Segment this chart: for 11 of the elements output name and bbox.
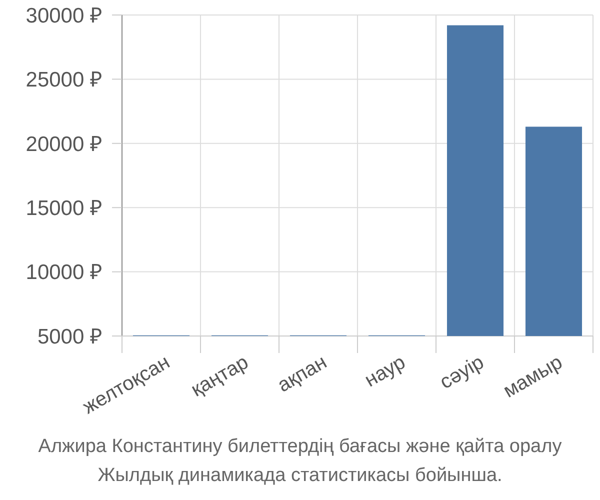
y-tick-label: 10000 ₽	[26, 261, 102, 284]
y-tick-label: 30000 ₽	[26, 4, 102, 28]
x-tick-label: ақпан	[274, 351, 331, 397]
x-tick-label: сәуір	[436, 351, 488, 394]
text: Алжира Константину билеттердің бағасы және қайта оралу	[38, 436, 562, 457]
y-tick-label: 5000 ₽	[37, 325, 102, 348]
y-tick-label: 25000 ₽	[26, 68, 102, 92]
text: Жылдық динамикада статистикасы бойынша.	[98, 465, 502, 486]
x-tick-label: наур	[361, 351, 410, 392]
y-tick-label: 20000 ₽	[26, 132, 102, 156]
y-tick-label: 15000 ₽	[26, 196, 102, 220]
